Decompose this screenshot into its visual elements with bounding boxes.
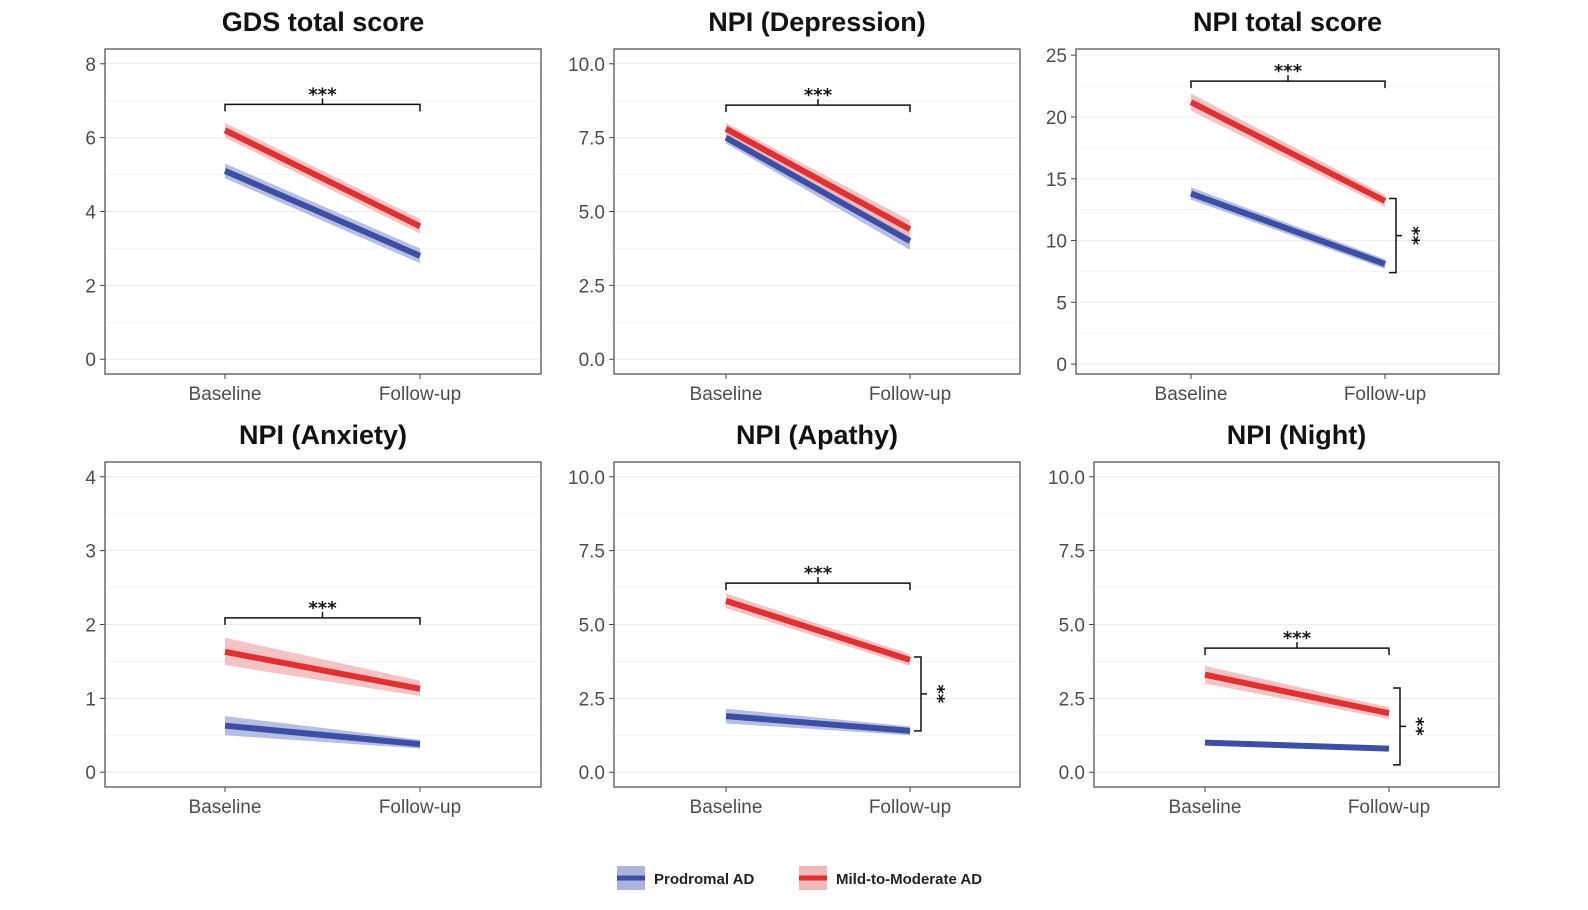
panel-border [613, 461, 1021, 788]
x-tick-label: Follow-up [1344, 384, 1426, 405]
series-line-prodromal [223, 168, 422, 259]
y-tick-label: 0.0 [579, 350, 605, 371]
y-tick-label: 8 [85, 55, 96, 76]
y-tick-label: 7.5 [579, 542, 605, 563]
panel-title: GDS total score [222, 7, 425, 37]
group-effect-bracket [914, 656, 927, 732]
y-tick-label: 1 [85, 689, 96, 710]
group-effect-significance: ** [927, 685, 948, 704]
group-effect-bracket [1393, 687, 1406, 766]
y-tick-label: 0 [85, 350, 96, 371]
group-effect-bracket [1389, 197, 1402, 274]
time-effect-significance: *** [804, 85, 833, 106]
time-effect-significance: *** [1283, 628, 1312, 649]
panel-border [104, 48, 542, 375]
time-effect-significance: *** [804, 563, 833, 584]
y-tick-label: 7.5 [579, 129, 605, 150]
y-tick-label: 2 [85, 276, 96, 297]
panel-3: NPI total score 0 5 10 15 20 25 Baseline Follow-… [1046, 7, 1500, 405]
x-tick-label: Baseline [189, 384, 262, 405]
y-tick-label: 25 [1046, 46, 1067, 67]
panel-border [613, 48, 1021, 375]
x-tick-label: Baseline [1169, 797, 1242, 818]
panel-border [104, 461, 542, 788]
panel-4: NPI (Anxiety) 0 1 2 3 4 Baseline Follow-up *** [85, 420, 542, 818]
panel-5: NPI (Apathy) 0.0 2.5 5.0 7.5 10.0 Baseline Foll… [568, 420, 1021, 818]
y-tick-label: 6 [85, 129, 96, 150]
time-effect-bracket [1190, 75, 1386, 89]
series-line-mild [223, 127, 422, 229]
series-line-mild [1189, 99, 1387, 204]
x-tick-label: Baseline [189, 797, 262, 818]
panel-border [1093, 461, 1500, 788]
time-effect-significance: *** [308, 84, 337, 105]
series-line-prodromal [224, 722, 421, 748]
y-tick-label: 2.5 [579, 689, 605, 710]
y-tick-label: 5.0 [579, 203, 605, 224]
y-tick-label: 10.0 [1048, 468, 1085, 489]
y-tick-label: 7.5 [1059, 542, 1085, 563]
panel-title: NPI (Anxiety) [239, 420, 407, 450]
y-tick-label: 2 [85, 616, 96, 637]
series-line-prodromal [1204, 739, 1390, 752]
y-tick-label: 2.5 [1059, 689, 1085, 710]
y-tick-label: 0 [1056, 355, 1067, 376]
y-tick-label: 10 [1046, 232, 1067, 253]
panel-title: NPI (Apathy) [736, 420, 898, 450]
series-line-prodromal [725, 713, 911, 734]
y-tick-label: 0.0 [579, 763, 605, 784]
time-effect-bracket [1204, 642, 1390, 656]
y-tick-label: 5.0 [579, 616, 605, 637]
panel-1: GDS total score 0 2 4 6 8 Baseline Follow-up *** [85, 7, 542, 405]
legend-label-prodromal: Prodromal AD [654, 871, 754, 888]
group-effect-significance: ** [1406, 717, 1427, 736]
y-tick-label: 4 [85, 468, 96, 489]
y-tick-label: 5.0 [1059, 616, 1085, 637]
legend-label-mild: Mild-to-Moderate AD [836, 871, 982, 888]
panel-title: NPI (Night) [1227, 420, 1366, 450]
panel-border [1075, 48, 1500, 375]
y-tick-label: 2.5 [579, 276, 605, 297]
ci-band-mild [225, 637, 420, 697]
x-tick-label: Baseline [690, 384, 763, 405]
x-tick-label: Baseline [1155, 384, 1228, 405]
panel-6: NPI (Night) 0.0 2.5 5.0 7.5 10.0 Baseline Follo… [1048, 420, 1500, 818]
time-effect-bracket [725, 577, 911, 591]
y-tick-label: 10.0 [568, 468, 605, 489]
time-effect-bracket [224, 611, 421, 625]
time-effect-significance: *** [1274, 61, 1303, 82]
x-tick-label: Follow-up [379, 384, 461, 405]
x-tick-label: Baseline [690, 797, 763, 818]
y-tick-label: 4 [85, 203, 96, 224]
time-effect-bracket [725, 99, 911, 113]
time-effect-bracket [224, 98, 421, 112]
y-tick-label: 5 [1056, 293, 1067, 314]
y-tick-label: 20 [1046, 108, 1067, 129]
series-line-mild [724, 126, 912, 232]
panel-title: NPI (Depression) [708, 7, 926, 37]
group-effect-significance: ** [1402, 226, 1423, 245]
series-line-mild [224, 648, 421, 692]
x-tick-label: Follow-up [379, 797, 461, 818]
panel-2: NPI (Depression) 0.0 2.5 5.0 7.5 10.0 Baseline… [568, 7, 1021, 405]
series-line-prodromal [1189, 190, 1387, 267]
time-effect-significance: *** [308, 598, 337, 619]
y-tick-label: 10.0 [568, 55, 605, 76]
x-tick-label: Follow-up [1348, 797, 1430, 818]
y-tick-label: 0.0 [1059, 763, 1085, 784]
x-tick-label: Follow-up [869, 797, 951, 818]
x-tick-label: Follow-up [869, 384, 951, 405]
y-tick-label: 3 [85, 542, 96, 563]
legend: Prodromal AD Mild-to-Moderate AD [617, 866, 982, 890]
y-tick-label: 0 [85, 763, 96, 784]
series-line-mild [1204, 671, 1390, 717]
panel-title: NPI total score [1193, 7, 1382, 37]
series-line-prodromal [724, 135, 912, 244]
series-line-mild [725, 598, 911, 663]
y-tick-label: 15 [1046, 170, 1067, 191]
